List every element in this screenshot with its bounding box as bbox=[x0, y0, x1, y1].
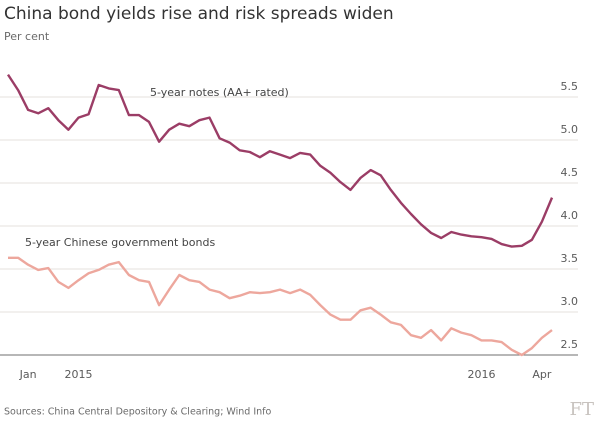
y-tick-label: 4.0 bbox=[561, 209, 579, 222]
chart-subtitle: Per cent bbox=[4, 30, 50, 43]
series-line bbox=[8, 256, 553, 357]
series-label: 5-year notes (AA+ rated) bbox=[150, 86, 289, 99]
y-tick-label: 3.0 bbox=[561, 295, 579, 308]
x-tick-label: 2016 bbox=[467, 368, 495, 381]
y-tick-label: 5.5 bbox=[561, 80, 579, 93]
y-tick-label: 4.5 bbox=[561, 166, 579, 179]
source: Sources: China Central Depository & Clea… bbox=[4, 407, 271, 418]
series-label: 5-year Chinese government bonds bbox=[25, 236, 215, 249]
y-tick-label: 3.5 bbox=[561, 252, 579, 265]
series-line bbox=[6, 73, 554, 248]
y-tick-label: 5.0 bbox=[561, 123, 579, 136]
x-tick-label: 2015 bbox=[65, 368, 93, 381]
chart-title: China bond yields rise and risk spreads … bbox=[4, 4, 394, 24]
x-tick-label: Apr bbox=[532, 368, 552, 381]
x-tick-label: Jan bbox=[19, 368, 37, 381]
y-tick-label: 2.5 bbox=[561, 338, 579, 351]
logo: FT bbox=[570, 399, 595, 420]
